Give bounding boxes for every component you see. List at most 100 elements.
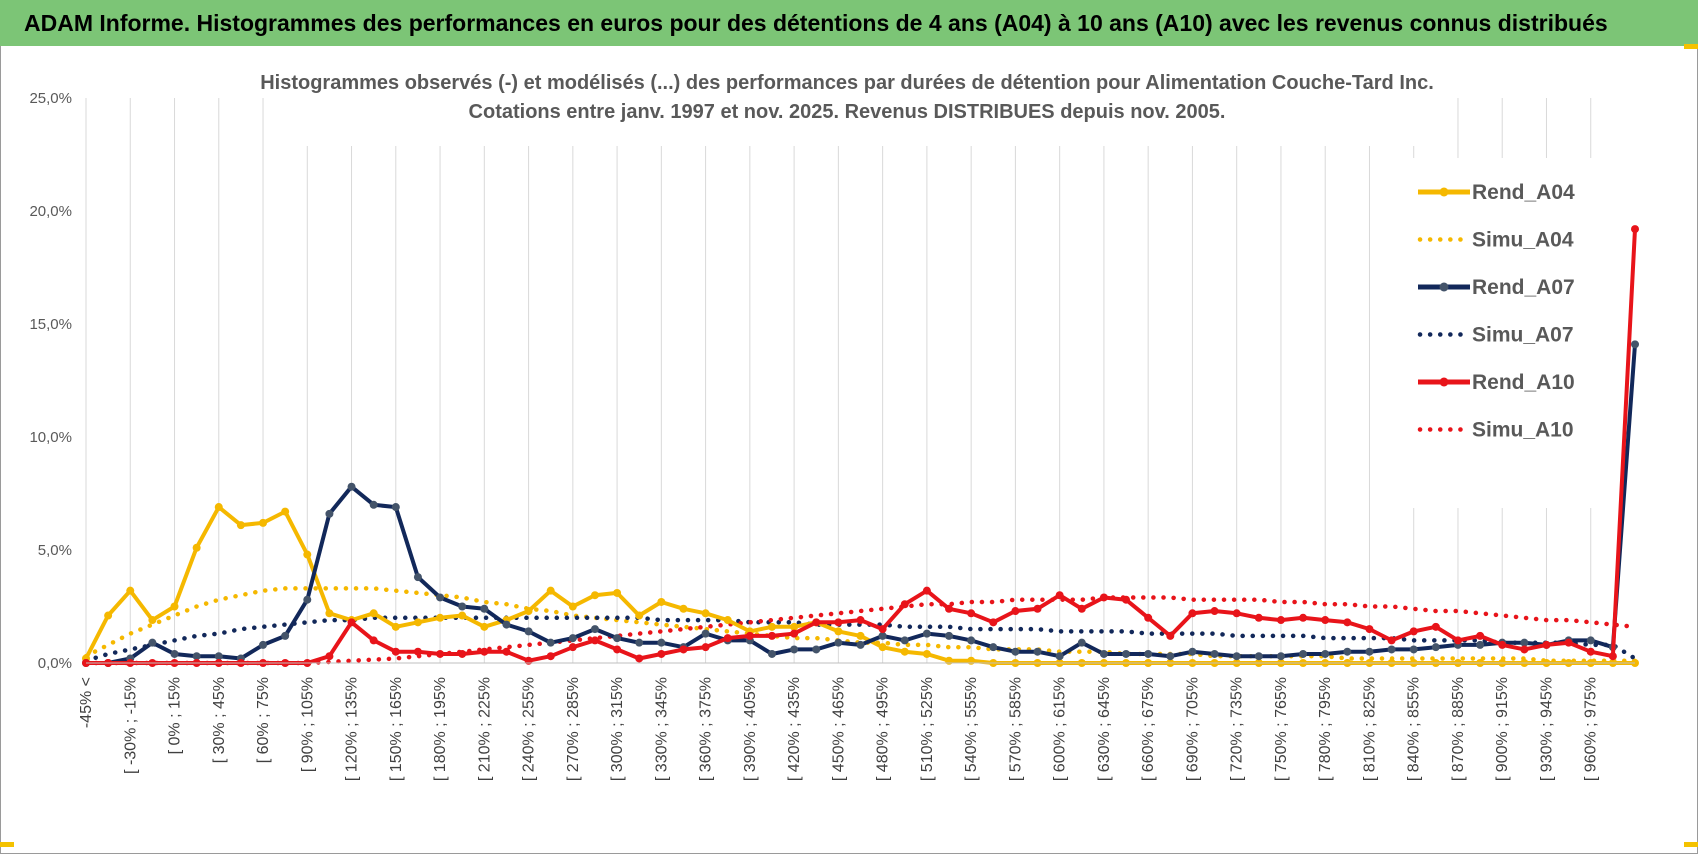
data-point-Rend_A10 (767, 631, 776, 640)
data-point-Rend_A07 (325, 509, 334, 518)
y-tick-label: 10,0% (29, 429, 72, 446)
data-point-Rend_A04 (790, 622, 799, 631)
legend-background (1398, 158, 1618, 508)
data-point-Rend_A07 (1387, 645, 1396, 654)
data-point-Rend_A04 (436, 613, 445, 622)
x-tick-label: [ 900% ; 915% (1494, 677, 1511, 781)
legend-label-Simu_A07: Simu_A07 (1472, 324, 1574, 347)
data-point-Rend_A10 (391, 647, 400, 656)
data-point-Rend_A10 (701, 643, 710, 652)
data-point-Rend_A10 (1343, 618, 1352, 627)
data-point-Rend_A04 (170, 602, 179, 611)
corner-mark-top-right (1684, 44, 1698, 49)
x-tick-label: [ 930% ; 945% (1538, 677, 1555, 781)
data-point-Rend_A10 (1099, 593, 1108, 602)
data-point-Rend_A07 (458, 602, 467, 611)
x-tick-label: [ 330% ; 345% (653, 677, 670, 781)
x-tick-label: [ 720% ; 735% (1229, 677, 1246, 781)
chart-subtitle: Cotations entre janv. 1997 et nov. 2025.… (469, 101, 1226, 123)
data-point-Rend_A10 (1365, 625, 1374, 634)
x-tick-label: [ 690% ; 705% (1184, 677, 1201, 781)
data-point-Rend_A04 (148, 616, 157, 625)
data-point-Rend_A07 (214, 652, 223, 661)
data-point-Rend_A07 (967, 636, 976, 645)
data-point-Rend_A04 (369, 609, 378, 618)
data-point-Rend_A10 (1232, 609, 1241, 618)
data-point-Rend_A04 (945, 656, 954, 665)
data-point-Rend_A07 (259, 640, 268, 649)
x-tick-label: [ 510% ; 525% (919, 677, 936, 781)
chart-legend: Rend_A04 Simu_A04 Rend_A07 Simu_A07 Rend_A10… (1417, 181, 1575, 442)
data-point-Rend_A10 (1321, 616, 1330, 625)
data-point-Rend_A10 (1254, 613, 1263, 622)
data-point-Rend_A10 (1631, 225, 1639, 234)
data-point-Rend_A04 (524, 607, 533, 616)
vertical-gridlines (85, 98, 1592, 663)
data-point-Rend_A07 (1586, 636, 1595, 645)
chart-title: Histogrammes observés (-) et modélisés (… (260, 72, 1434, 94)
data-point-Rend_A04 (635, 611, 644, 620)
x-tick-label: [ 960% ; 975% (1583, 677, 1600, 781)
data-point-Rend_A07 (1011, 647, 1020, 656)
data-point-Rend_A07 (1099, 649, 1108, 658)
x-tick-label: [ 150% ; 165% (388, 677, 405, 781)
data-point-Rend_A10 (590, 636, 599, 645)
data-point-Rend_A07 (767, 649, 776, 658)
data-point-Rend_A10 (413, 647, 422, 656)
x-tick-label: [ 270% ; 285% (565, 677, 582, 781)
data-point-Rend_A07 (1476, 640, 1485, 649)
series-line-Simu_A04 (83, 586, 1638, 663)
data-point-Rend_A07 (922, 629, 931, 638)
data-point-Rend_A07 (989, 643, 998, 652)
data-point-Rend_A07 (1299, 649, 1308, 658)
data-point-Rend_A07 (834, 638, 843, 647)
data-point-Rend_A07 (1631, 340, 1639, 349)
data-point-Rend_A07 (524, 627, 533, 636)
data-point-Rend_A04 (900, 647, 909, 656)
data-point-Rend_A10 (989, 618, 998, 627)
data-point-Rend_A07 (1033, 647, 1042, 656)
legend-marker-Rend_A10 (1439, 377, 1449, 387)
data-point-Rend_A10 (1276, 616, 1285, 625)
data-point-Rend_A10 (1011, 607, 1020, 616)
data-point-Rend_A07 (856, 640, 865, 649)
data-point-Rend_A04 (546, 586, 555, 595)
data-point-Rend_A07 (436, 593, 445, 602)
data-point-Rend_A10 (745, 631, 754, 640)
data-point-Rend_A07 (1166, 652, 1175, 661)
data-point-Rend_A10 (1608, 652, 1617, 661)
x-tick-label: [ 390% ; 405% (742, 677, 759, 781)
data-point-Rend_A10 (856, 616, 865, 625)
x-tick-label: [ 120% ; 135% (344, 677, 361, 781)
legend-label-Rend_A10: Rend_A10 (1472, 371, 1575, 394)
data-point-Rend_A07 (1409, 645, 1418, 654)
data-point-Rend_A07 (502, 620, 511, 629)
legend-label-Rend_A07: Rend_A07 (1472, 276, 1575, 299)
x-tick-label: [ 30% ; 45% (211, 677, 228, 763)
data-point-Rend_A10 (967, 609, 976, 618)
data-point-Rend_A10 (613, 645, 622, 654)
data-point-Rend_A07 (1210, 649, 1219, 658)
data-point-Rend_A07 (568, 634, 577, 643)
data-point-Rend_A04 (922, 649, 931, 658)
x-tick-label: [ 0% ; 15% (167, 677, 184, 754)
data-point-Rend_A07 (1122, 649, 1131, 658)
data-point-Rend_A10 (568, 643, 577, 652)
x-tick-label: [ 780% ; 795% (1317, 677, 1334, 781)
data-point-Rend_A10 (347, 618, 356, 627)
data-point-Rend_A07 (1188, 647, 1197, 656)
data-point-Rend_A10 (1431, 622, 1440, 631)
data-point-Rend_A04 (767, 622, 776, 631)
data-point-Rend_A10 (1210, 607, 1219, 616)
data-point-Rend_A10 (834, 618, 843, 627)
data-point-Rend_A10 (1387, 636, 1396, 645)
x-tick-label: [ 420% ; 435% (786, 677, 803, 781)
x-tick-label: [ 840% ; 855% (1406, 677, 1423, 781)
data-point-Rend_A10 (922, 586, 931, 595)
data-point-Rend_A07 (657, 638, 666, 647)
data-point-Rend_A07 (546, 638, 555, 647)
data-point-Rend_A07 (1520, 638, 1529, 647)
data-point-Rend_A10 (1476, 631, 1485, 640)
data-point-Rend_A07 (1254, 652, 1263, 661)
data-point-Rend_A07 (391, 503, 400, 512)
